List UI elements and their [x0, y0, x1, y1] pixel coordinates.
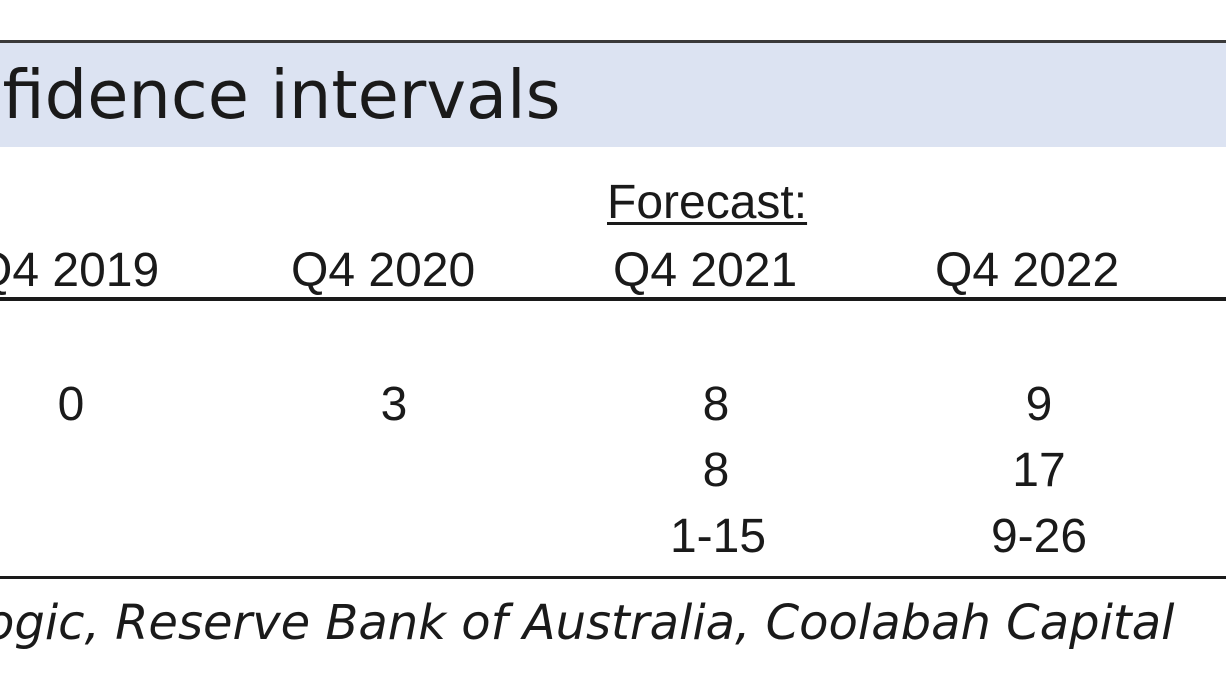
- bottom-rule: [0, 576, 1226, 579]
- table-cell: 8: [702, 444, 730, 497]
- table-cell: 0: [57, 378, 85, 431]
- header-rule: [0, 297, 1226, 301]
- table-cell: 9-26: [990, 510, 1088, 563]
- table-cell: 8: [702, 378, 730, 431]
- table-cell: 9: [1025, 378, 1053, 431]
- column-header-q4-2020: Q4 2020: [291, 244, 476, 297]
- table-cell: 1-15: [669, 510, 767, 563]
- table-cell: 3: [380, 378, 408, 431]
- column-header-q4-2022: Q4 2022: [935, 244, 1120, 297]
- source-note: ogic, Reserve Bank of Australia, Coolaba…: [0, 595, 1175, 651]
- title-band: [0, 40, 1226, 147]
- column-header-q4-2021: Q4 2021: [613, 244, 798, 297]
- table-cell: 17: [1012, 444, 1066, 497]
- column-header-q4-2019: Q4 2019: [0, 244, 160, 297]
- forecast-label: Forecast:: [607, 176, 808, 229]
- table-title: nfidence intervals: [0, 56, 561, 134]
